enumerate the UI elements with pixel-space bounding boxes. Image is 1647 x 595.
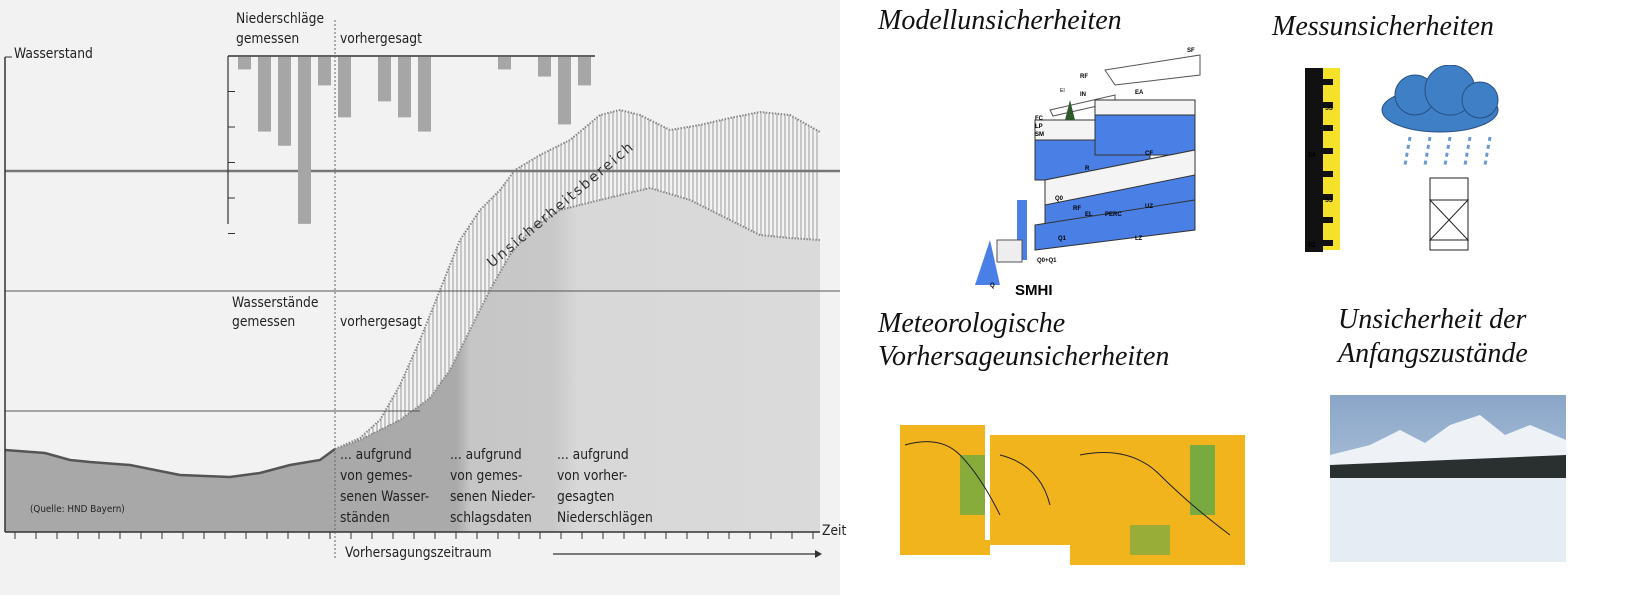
smhi-model-image: SMHI FC LP SM SF RF EI IN EA CF R UZ Q0 … (975, 48, 1201, 299)
svg-text:EL: EL (1085, 212, 1093, 218)
svg-text:PERC: PERC (1105, 212, 1122, 218)
precip-bar (278, 57, 291, 146)
model-title: Modellunsicherheiten (878, 5, 1122, 36)
ruler-band (1305, 137, 1323, 160)
precip-bar (418, 57, 431, 132)
svg-text:RF: RF (1073, 206, 1081, 212)
svg-text:Q0+Q1: Q0+Q1 (1037, 258, 1057, 264)
measurement-title: Messunsicherheiten (1272, 11, 1494, 42)
precip-bar (238, 57, 251, 70)
svg-text:53: 53 (1325, 197, 1333, 204)
forecast-area (335, 188, 820, 532)
levels-header: Wasserstände (232, 295, 319, 311)
reason-precip-measured: ... aufgrund von gemes-senen Nieder-schla… (450, 447, 536, 526)
snow-landscape-photo (1330, 395, 1566, 562)
precip-bar (578, 57, 591, 86)
upper-bound-line (334, 108, 821, 450)
forecast-period-label: Vorhersagungszeitraum (345, 545, 492, 561)
svg-text:SM: SM (1035, 132, 1044, 138)
forecast-uncertainty-diagram: Unsicherheitsbereich Wasserstand Nieders… (0, 0, 846, 595)
meteo-title-line2: Vorhersageunsicherheiten (878, 341, 1170, 372)
initial-title-line2: Anfangszustände (1338, 338, 1528, 369)
ruler-band (1305, 183, 1323, 206)
tree-icon (1065, 100, 1075, 120)
svg-text:Q: Q (990, 283, 995, 289)
svg-text:FC: FC (1035, 116, 1044, 122)
levels-forecast: vorhergesagt (340, 314, 422, 330)
diagram-graphics: Unsicherheitsbereich (4, 20, 840, 560)
precip-bar (498, 57, 511, 70)
arrow-icon (815, 550, 822, 558)
ruler-band (1305, 91, 1323, 114)
svg-text:RF: RF (1080, 74, 1088, 80)
observed-area (5, 449, 335, 532)
lower-bound-line (334, 186, 821, 450)
rain-icon (1403, 136, 1492, 166)
precip-bar (538, 57, 551, 77)
rain-cloud-icon (1381, 65, 1499, 133)
svg-text:CF: CF (1145, 151, 1153, 157)
svg-text:UZ: UZ (1145, 204, 1153, 210)
ruler-band (1305, 68, 1323, 91)
source-note: (Quelle: HND Bayern) (30, 504, 125, 515)
ruler-band (1305, 206, 1323, 229)
x-axis-ticks (14, 532, 814, 539)
precip-bar (318, 57, 331, 86)
svg-text:EA: EA (1135, 90, 1144, 96)
svg-text:IN: IN (1080, 92, 1086, 98)
precip-bar (378, 57, 391, 102)
svg-text:LZ: LZ (1135, 236, 1143, 242)
y-axis-label: Wasserstand (14, 46, 93, 62)
svg-text:55: 55 (1325, 105, 1333, 112)
svg-text:Q0: Q0 (1055, 196, 1064, 202)
levels-measured: gemessen (232, 314, 296, 330)
svg-text:SF: SF (1187, 48, 1195, 54)
precip-forecast: vorhergesagt (340, 31, 422, 47)
precip-bar (558, 57, 571, 125)
initial-title-line1: Unsicherheit der (1338, 304, 1527, 335)
ruler-band (1305, 229, 1323, 252)
precip-bar (258, 57, 271, 132)
svg-text:52: 52 (1308, 242, 1316, 249)
precip-bar (398, 57, 411, 118)
precip-measured: gemessen (236, 31, 300, 47)
observed-water-level-line (4, 447, 336, 479)
meteo-title-line1: Meteorologische (878, 308, 1066, 339)
rain-gauge-icon (1428, 177, 1470, 251)
x-axis-label: Zeit (822, 523, 847, 539)
svg-text:54: 54 (1308, 152, 1316, 159)
svg-text:Q1: Q1 (1058, 236, 1067, 242)
precip-bar (298, 57, 311, 224)
meteo-maps-image (900, 410, 1245, 565)
precip-bar (338, 57, 351, 118)
svg-text:LP: LP (1035, 124, 1043, 130)
ruler-band (1305, 114, 1323, 137)
reason-precip-forecast: ... aufgrund von vorher-gesagten Niedersch… (557, 447, 653, 526)
svg-text:R: R (1085, 166, 1090, 172)
precip-bars (238, 57, 591, 224)
ruler-band (1305, 160, 1323, 183)
uncertainty-band (335, 110, 820, 449)
precip-header: Niederschläge (236, 11, 325, 27)
reason-water-levels: ... aufgrund von gemes-senen Wasser-ständ… (340, 447, 430, 526)
smhi-logo: SMHI (1015, 282, 1053, 299)
measurement-image: 55 54 53 52 (1305, 65, 1499, 252)
svg-text:EI: EI (1060, 88, 1065, 94)
